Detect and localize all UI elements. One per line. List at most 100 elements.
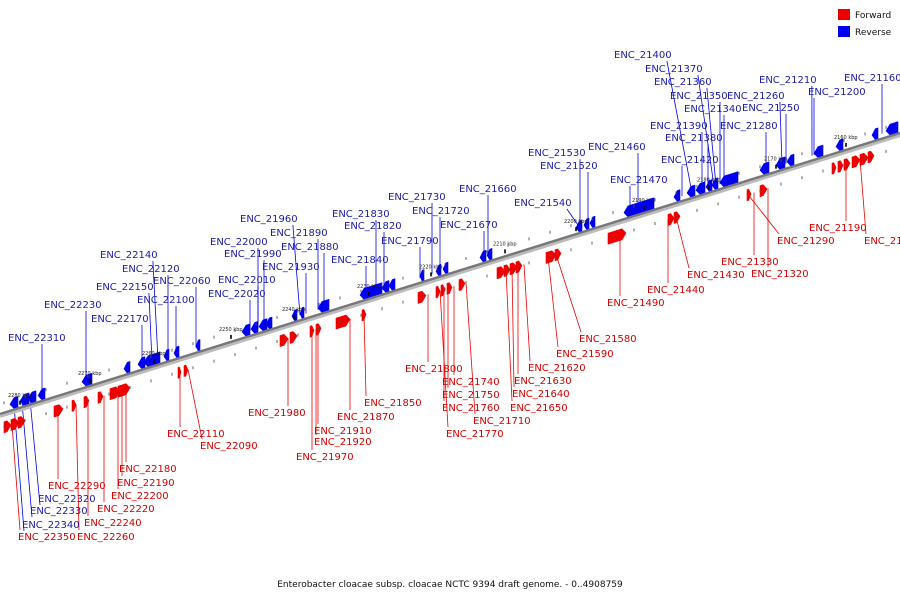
reverse-gene-arrow: [173, 345, 180, 359]
gene-leader-line: [547, 256, 559, 348]
forward-gene-arrow: [554, 248, 562, 262]
reverse-gene-label: ENC_21960: [240, 214, 298, 225]
forward-gene-arrow: [177, 366, 182, 379]
reverse-gene-arrow: [388, 278, 396, 291]
forward-gene-arrow: [335, 314, 351, 330]
forward-gene-arrow: [289, 331, 298, 344]
forward-gene-label: ENC_21650: [510, 403, 568, 414]
reverse-gene-label: ENC_21210: [759, 75, 817, 86]
reverse-gene-arrow: [317, 298, 330, 313]
forward-gene-label: ENC_21710: [473, 416, 531, 427]
forward-gene-label: ENC_22190: [117, 478, 175, 489]
gene-leader-line: [666, 60, 693, 194]
reverse-gene-label: ENC_21400: [614, 50, 672, 61]
reverse-gene-label: ENC_22120: [122, 264, 180, 275]
forward-gene-arrow: [279, 333, 289, 347]
tick-label: 2230 kbp: [357, 284, 381, 290]
gene-leader-line: [505, 269, 513, 402]
reverse-gene-label: ENC_21990: [224, 249, 282, 260]
forward-gene-arrow: [759, 184, 768, 197]
forward-gene-arrow: [746, 188, 752, 202]
forward-gene-arrow: [837, 160, 844, 173]
forward-gene-label: ENC_21980: [248, 408, 306, 419]
forward-gene-label: ENC_21430: [687, 270, 745, 281]
forward-gene-arrow: [10, 417, 20, 431]
legend-reverse-label: Reverse: [855, 28, 892, 38]
forward-gene-arrow: [843, 158, 851, 171]
gene-leader-line: [29, 399, 41, 506]
forward-gene-label: ENC_21190: [809, 223, 867, 234]
forward-gene-label: ENC_21630: [514, 376, 572, 387]
forward-gene-label: ENC_21970: [296, 452, 354, 463]
tick-label: 2160 kbp: [834, 135, 858, 141]
forward-gene-arrow: [53, 404, 64, 418]
forward-gene-arrow: [361, 309, 367, 322]
forward-gene-label: ENC_22350: [18, 532, 76, 543]
forward-gene-label: ENC_21770: [446, 429, 504, 440]
forward-gene-arrow: [71, 399, 77, 412]
reverse-gene-arrow: [258, 318, 268, 332]
reverse-gene-label: ENC_21840: [331, 255, 389, 266]
reverse-gene-label: ENC_22170: [91, 314, 149, 325]
forward-gene-label: ENC_22090: [200, 441, 258, 452]
forward-gene-arrow: [117, 383, 131, 398]
reverse-gene-label: ENC_22230: [44, 300, 102, 311]
tick-label: 2240 kbp: [282, 307, 306, 313]
reverse-gene-label: ENC_22020: [208, 289, 266, 300]
forward-gene-label: ENC_22240: [84, 518, 142, 529]
reverse-gene-label: ENC_21360: [654, 77, 712, 88]
reverse-gene-label: ENC_21730: [388, 192, 446, 203]
gene-leader-line: [152, 260, 159, 360]
reverse-gene-arrow: [381, 280, 390, 293]
reverse-gene-arrow: [442, 261, 449, 275]
reverse-gene-label: ENC_21160: [844, 73, 900, 84]
reverse-gene-arrow: [711, 177, 719, 190]
forward-gene-label: ENC_21760: [442, 403, 500, 414]
forward-gene-arrow: [851, 155, 861, 169]
forward-gene-label: ENC_21740: [442, 377, 500, 388]
reverse-gene-label: ENC_22010: [218, 275, 276, 286]
gene-leader-line: [555, 254, 582, 333]
gene-leader-line: [523, 264, 531, 362]
legend-reverse-swatch: [838, 26, 850, 37]
reverse-gene-arrow: [835, 138, 844, 152]
reverse-gene-label: ENC_22150: [96, 282, 154, 293]
forward-gene-arrow: [515, 260, 523, 274]
reverse-gene-arrow: [419, 269, 425, 282]
gene-leader-line: [292, 224, 301, 316]
forward-gene-arrow: [309, 325, 315, 338]
gene-leader-line: [75, 404, 80, 531]
reverse-gene-arrow: [813, 144, 824, 158]
forward-gene-arrow: [831, 162, 837, 175]
gene-leader-line: [779, 101, 783, 165]
gene-leader-line: [363, 314, 367, 397]
reverse-gene-label: ENC_22330: [30, 506, 88, 517]
forward-gene-label: ENC_21580: [579, 334, 637, 345]
reverse-gene-label: ENC_21250: [742, 103, 800, 114]
reverse-gene-label: ENC_21890: [270, 228, 328, 239]
reverse-gene-arrow: [885, 121, 899, 136]
gene-leader-line: [187, 369, 203, 440]
forward-gene-label: ENC_21870: [337, 412, 395, 423]
reverse-gene-label: ENC_21880: [281, 242, 339, 253]
forward-gene-label: ENC_22110: [167, 429, 225, 440]
forward-gene-label: ENC_21320: [751, 269, 809, 280]
genome-backbone: [0, 131, 900, 416]
reverse-gene-label: ENC_21420: [661, 155, 719, 166]
reverse-gene-arrow: [786, 153, 795, 167]
reverse-gene-label: ENC_21340: [684, 104, 742, 115]
forward-gene-label: ENC_21640: [512, 389, 570, 400]
reverse-gene-label: ENC_21820: [344, 221, 402, 232]
gene-leader-line: [859, 159, 867, 235]
gene-leader-line: [697, 74, 715, 187]
tick-label: 2270 kbp: [78, 371, 102, 377]
reverse-gene-label: ENC_21280: [720, 121, 778, 132]
gene-leader-line: [511, 268, 515, 388]
forward-gene-arrow: [859, 152, 869, 166]
reverse-gene-arrow: [9, 396, 19, 409]
reverse-gene-label: ENC_22340: [22, 520, 80, 531]
tick-label: 2200 kbp: [564, 219, 588, 225]
tick-label: 2190 kbp: [632, 198, 656, 204]
genome-caption: Enterobacter cloacae subsp. cloacae NCTC…: [277, 580, 623, 590]
